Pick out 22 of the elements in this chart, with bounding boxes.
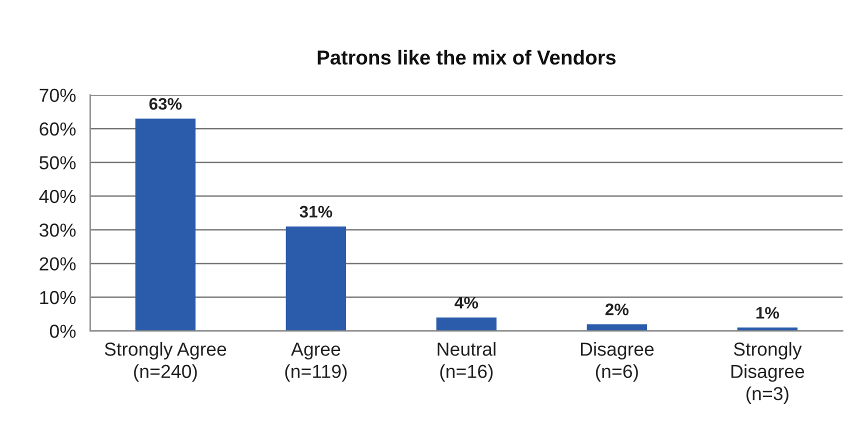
data-label: 4% [454, 296, 478, 309]
data-label: 2% [605, 304, 629, 316]
y-tick-label: 10% [40, 290, 76, 304]
data-label: 63% [149, 98, 182, 110]
y-tick-label: 50% [40, 156, 76, 170]
data-label: 1% [756, 306, 780, 319]
bar [286, 226, 346, 331]
y-tick-label: 70% [40, 88, 76, 102]
x-tick-label: Disagree (n=6) [580, 342, 654, 382]
data-label: 31% [300, 206, 332, 218]
chart-title: Patrons like the mix of Vendors [318, 50, 616, 65]
x-tick-label: Agree (n=119) [285, 342, 347, 382]
x-tick-label: Neutral (n=16) [438, 342, 496, 382]
y-tick-label: 40% [39, 190, 76, 204]
y-tick-label: 0% [50, 324, 76, 338]
y-tick-label: 60% [40, 122, 76, 136]
bar [436, 317, 497, 331]
bar [135, 118, 196, 331]
y-tick-label: 20% [40, 257, 76, 270]
x-tick-label: Strongly Agree (n=240) [104, 342, 226, 382]
y-tick-label: 30% [39, 224, 76, 237]
x-tick-label: Strongly Disagree (n=3) [731, 342, 804, 404]
